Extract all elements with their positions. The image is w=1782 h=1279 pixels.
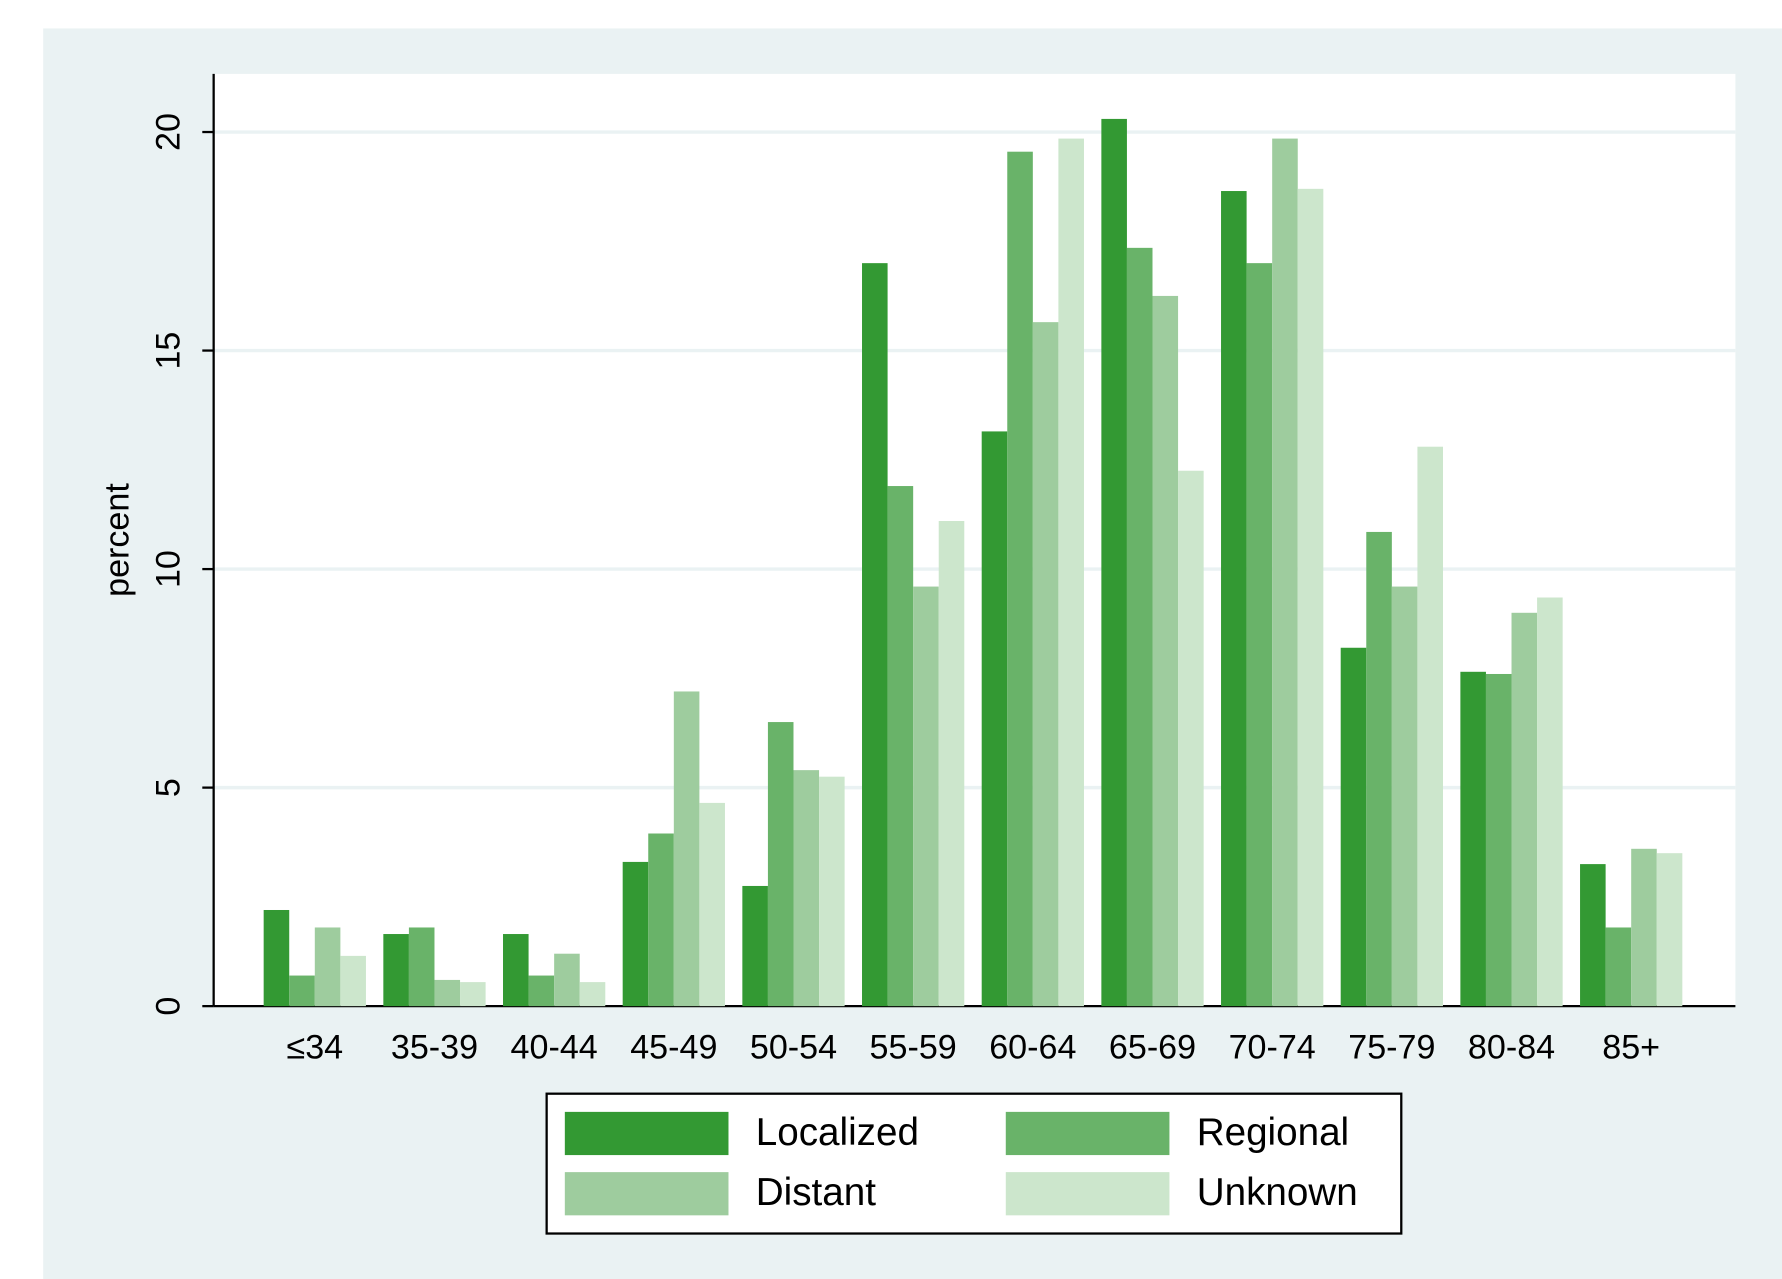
bar (1126, 247, 1153, 1007)
bar (408, 927, 435, 1007)
legend-swatch (1005, 1111, 1170, 1156)
bar (862, 263, 888, 1007)
x-tick-label: 85+ (1602, 1028, 1660, 1066)
bar (887, 486, 914, 1007)
bar (528, 975, 555, 1007)
x-tick-label: 35-39 (391, 1028, 478, 1066)
legend-label: Distant (756, 1171, 876, 1214)
bar (383, 934, 409, 1007)
bar (1417, 446, 1443, 1007)
y-tick-label: 15 (149, 332, 187, 370)
bar (1101, 118, 1127, 1007)
bar (1178, 470, 1204, 1007)
bar (503, 934, 529, 1007)
bar (622, 861, 649, 1007)
bar (742, 885, 768, 1007)
legend-swatch (564, 1111, 729, 1156)
bar (554, 953, 580, 1007)
bar (767, 722, 794, 1007)
bar (1605, 927, 1632, 1007)
x-tick-label: ≤34 (286, 1028, 343, 1066)
bar (460, 982, 486, 1007)
x-tick-label: 70-74 (1229, 1028, 1316, 1066)
y-tick-label: 0 (149, 997, 187, 1016)
bar (314, 927, 341, 1007)
legend-label: Localized (756, 1111, 919, 1154)
x-tick-label: 40-44 (511, 1028, 598, 1066)
bar (938, 521, 965, 1007)
bar (1007, 151, 1033, 1007)
y-tick-label: 5 (149, 778, 187, 797)
bar (1272, 138, 1298, 1007)
bar (1656, 853, 1683, 1007)
legend-swatch (1005, 1172, 1170, 1216)
bar (434, 979, 461, 1007)
bar (263, 909, 290, 1007)
bar (981, 431, 1008, 1007)
bar (1058, 138, 1084, 1007)
bar (1246, 263, 1273, 1007)
x-tick-label: 45-49 (630, 1028, 717, 1066)
bar (579, 982, 606, 1007)
bar (1460, 671, 1486, 1007)
bar (1580, 864, 1606, 1007)
legend-swatch (564, 1172, 729, 1216)
x-tick-label: 50-54 (750, 1028, 837, 1066)
legend-label: Unknown (1197, 1171, 1358, 1214)
bar (1511, 612, 1538, 1007)
bar (1297, 188, 1324, 1007)
legend-label: Regional (1197, 1111, 1349, 1154)
bar (699, 802, 725, 1007)
bar (1537, 597, 1563, 1007)
y-axis-label: percent (98, 483, 136, 597)
x-tick-label: 65-69 (1109, 1028, 1196, 1066)
bar (1032, 322, 1059, 1007)
bar (1391, 586, 1418, 1007)
x-tick-label: 55-59 (870, 1028, 957, 1066)
bar (913, 586, 939, 1007)
bar (1221, 191, 1247, 1007)
bar (1366, 531, 1392, 1007)
bar (1485, 673, 1512, 1007)
bar (673, 691, 700, 1007)
x-tick-label: 60-64 (989, 1028, 1076, 1066)
y-tick-label: 10 (149, 550, 187, 588)
bar (793, 770, 820, 1007)
bar (340, 955, 366, 1007)
bar (1631, 848, 1657, 1007)
x-tick-label: 75-79 (1348, 1028, 1435, 1066)
y-tick-label: 20 (149, 113, 187, 151)
bar (289, 975, 315, 1007)
bar (819, 776, 845, 1007)
bar (1152, 295, 1179, 1007)
bar (1340, 647, 1367, 1007)
bar (648, 833, 674, 1007)
x-tick-label: 80-84 (1468, 1028, 1555, 1066)
